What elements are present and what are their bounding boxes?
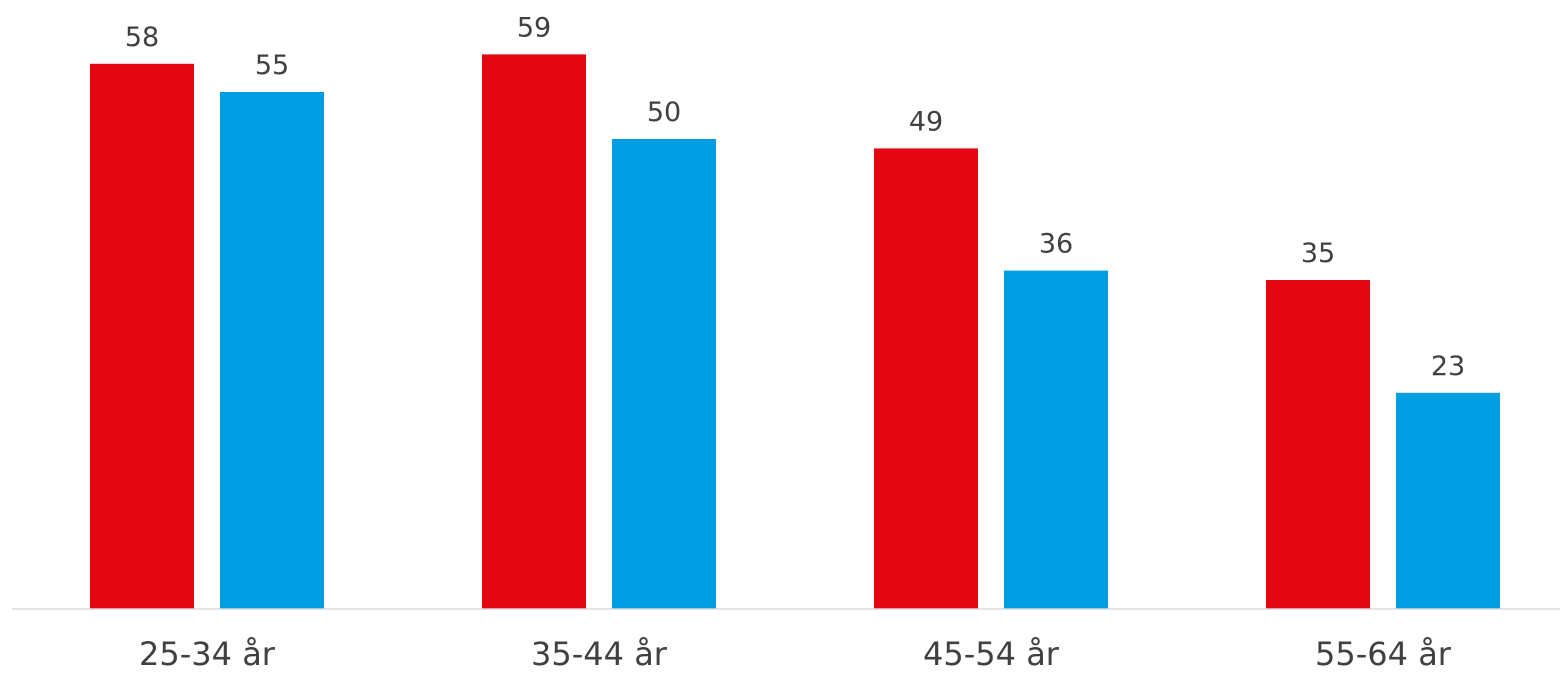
category-label-3: 45-54 år (923, 635, 1060, 673)
value-label-series1-cat2: 59 (517, 12, 551, 43)
bar-series1-cat2 (482, 54, 586, 609)
value-label-series2-cat4: 23 (1431, 351, 1465, 382)
value-label-series1-cat3: 49 (909, 106, 943, 137)
value-labels-group: 58 55 59 50 49 36 35 23 (125, 12, 1465, 381)
category-label-1: 25-34 år (139, 635, 276, 673)
category-label-4: 55-64 år (1315, 635, 1452, 673)
bar-series1-cat3 (874, 148, 978, 609)
bar-series2-cat1 (220, 92, 324, 609)
value-label-series2-cat3: 36 (1039, 229, 1073, 260)
bar-series2-cat3 (1004, 270, 1108, 609)
bar-series2-cat4 (1396, 392, 1500, 609)
value-label-series1-cat4: 35 (1301, 238, 1335, 269)
bar-series1-cat1 (90, 63, 194, 610)
value-label-series1-cat1: 58 (125, 22, 159, 53)
bar-series2-cat2 (612, 139, 716, 609)
value-label-series2-cat1: 55 (255, 50, 289, 81)
bar-series1-cat4 (1266, 280, 1370, 609)
category-labels-group: 25-34 år 35-44 år 45-54 år 55-64 år (139, 635, 1452, 673)
bars-group (90, 54, 1500, 610)
category-label-2: 35-44 år (531, 635, 668, 673)
value-label-series2-cat2: 50 (647, 97, 681, 128)
